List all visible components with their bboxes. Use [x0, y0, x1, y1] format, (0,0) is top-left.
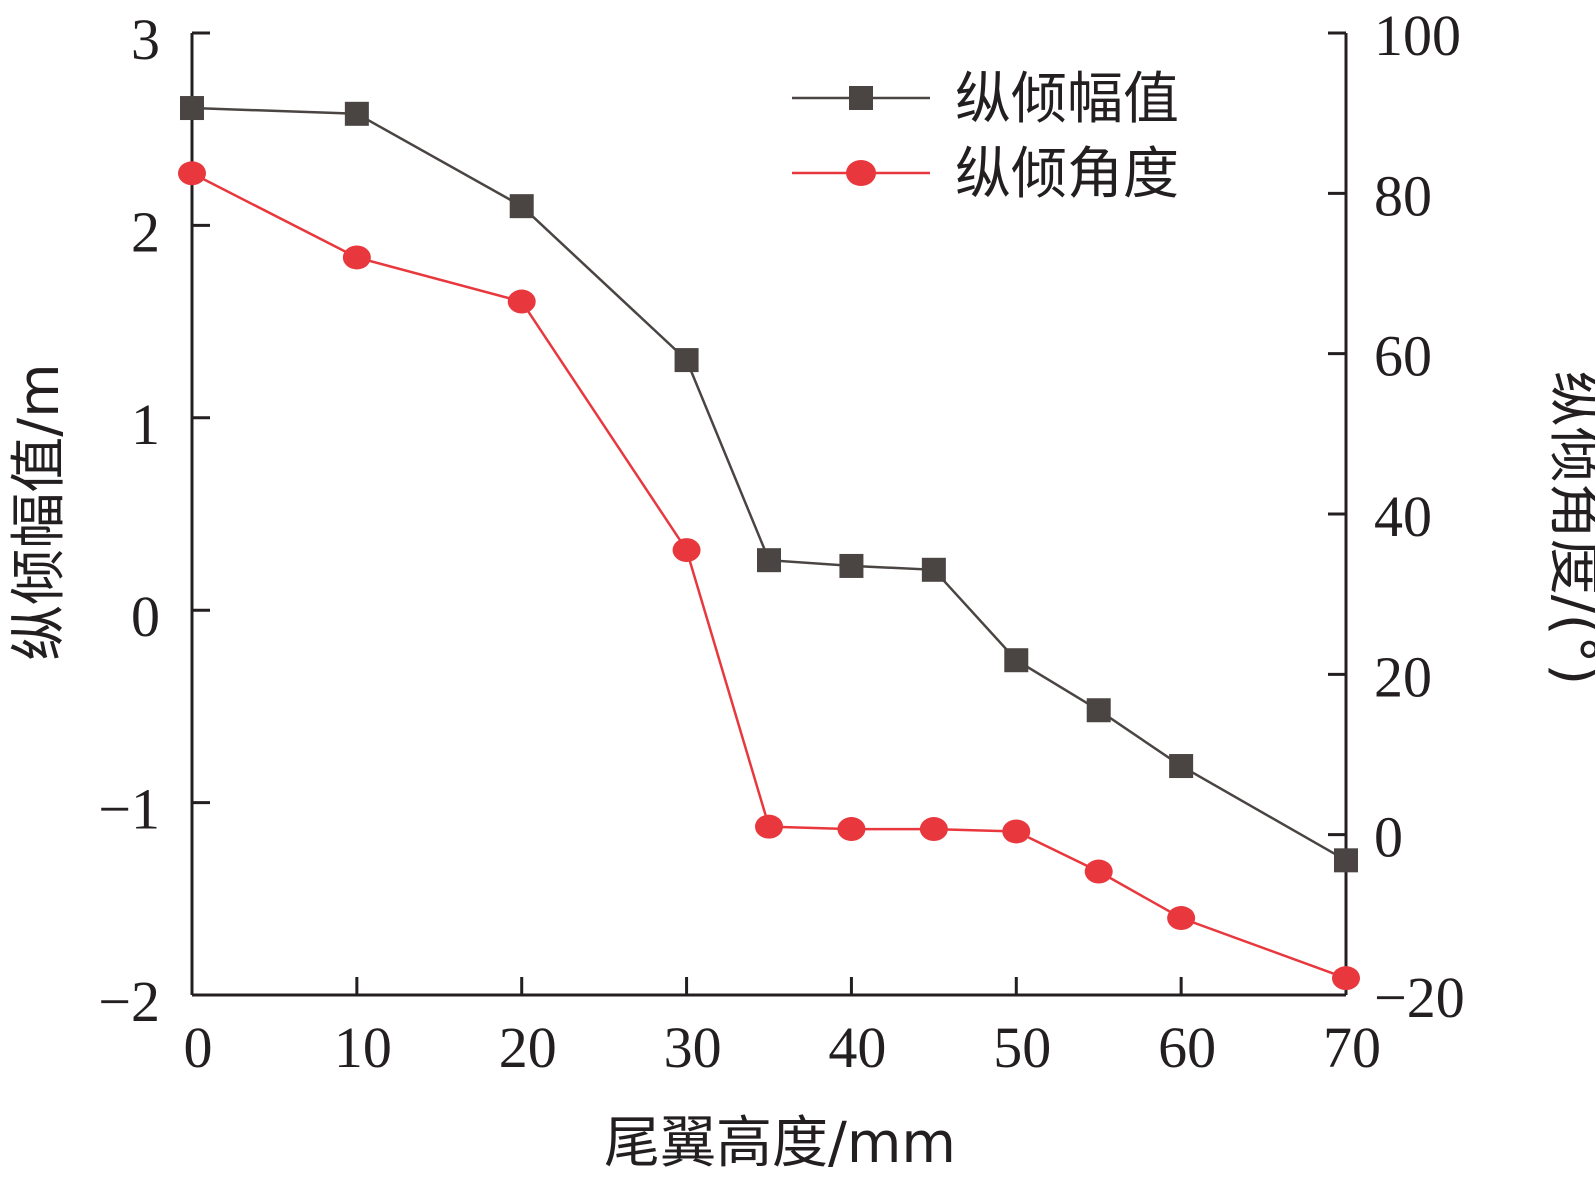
legend-circle-marker	[846, 160, 876, 186]
series-line-1	[191, 172, 1347, 980]
y-right-tick-label-1: 80	[1374, 163, 1432, 228]
x-tick-label-3: 30	[664, 1015, 722, 1080]
series-1-point-8	[1084, 859, 1113, 884]
series-0-point-4	[757, 548, 781, 573]
series-1-point-10	[1332, 966, 1360, 991]
y-left-tick-label-5: −2	[98, 969, 160, 1034]
series-line-0	[191, 106, 1347, 862]
series-layer	[178, 96, 1360, 991]
x-tick-label-5: 50	[993, 1015, 1051, 1080]
x-tick-label-1: 10	[334, 1015, 392, 1080]
series-1-point-9	[1167, 906, 1196, 931]
y-right-tick-label-3: 40	[1374, 484, 1432, 549]
y-left-tick-label-3: 0	[131, 584, 160, 649]
series-1-point-6	[919, 817, 948, 842]
y-left-tick-label-0: 3	[131, 7, 160, 72]
series-0-point-6	[921, 557, 946, 582]
legend: 纵倾幅值 纵倾角度	[792, 67, 1179, 207]
series-1-point-5	[837, 817, 866, 842]
series-1-point-0	[178, 161, 206, 186]
y-right-tick-label-6: −20	[1374, 965, 1465, 1030]
series-0-point-3	[674, 348, 699, 373]
series-1-point-7	[1002, 819, 1031, 844]
series-1-point-3	[672, 538, 701, 563]
series-0-point-5	[839, 553, 864, 578]
x-tick-label-7: 70	[1323, 1015, 1381, 1080]
series-1-point-1	[342, 245, 371, 270]
x-tick-label-6: 60	[1158, 1015, 1216, 1080]
y-right-tick-label-0: 100	[1374, 3, 1461, 68]
x-tick-label-0: 0	[184, 1015, 213, 1080]
series-0-point-8	[1086, 698, 1111, 723]
x-axis-title: 尾翼高度/mm	[604, 1111, 956, 1176]
right-y-axis-title: 纵倾角度/(°)	[1542, 371, 1595, 686]
series-1-point-2	[507, 289, 536, 314]
y-right-tick-label-4: 20	[1374, 644, 1432, 709]
series-1-point-4	[755, 814, 783, 839]
y-left-tick-label-4: −1	[98, 777, 160, 842]
series-0-point-2	[509, 194, 534, 219]
y-right-tick-label-2: 60	[1374, 324, 1432, 389]
series-0-point-9	[1169, 754, 1194, 779]
y-left-tick-label-2: 1	[131, 392, 160, 457]
legend-label-amplitude: 纵倾幅值	[955, 67, 1179, 132]
legend-square-marker	[849, 86, 873, 110]
series-0-point-10	[1334, 848, 1358, 873]
x-tick-label-2: 20	[499, 1015, 557, 1080]
series-0-point-1	[344, 101, 369, 126]
legend-label-angle: 纵倾角度	[955, 142, 1179, 207]
series-0-point-7	[1004, 648, 1029, 673]
left-y-axis-title: 纵倾幅值/m	[7, 363, 72, 660]
series-0-point-0	[180, 96, 204, 121]
y-right-tick-label-5: 0	[1374, 805, 1403, 870]
x-tick-label-4: 40	[828, 1015, 886, 1080]
y-left-tick-label-1: 2	[131, 199, 160, 264]
